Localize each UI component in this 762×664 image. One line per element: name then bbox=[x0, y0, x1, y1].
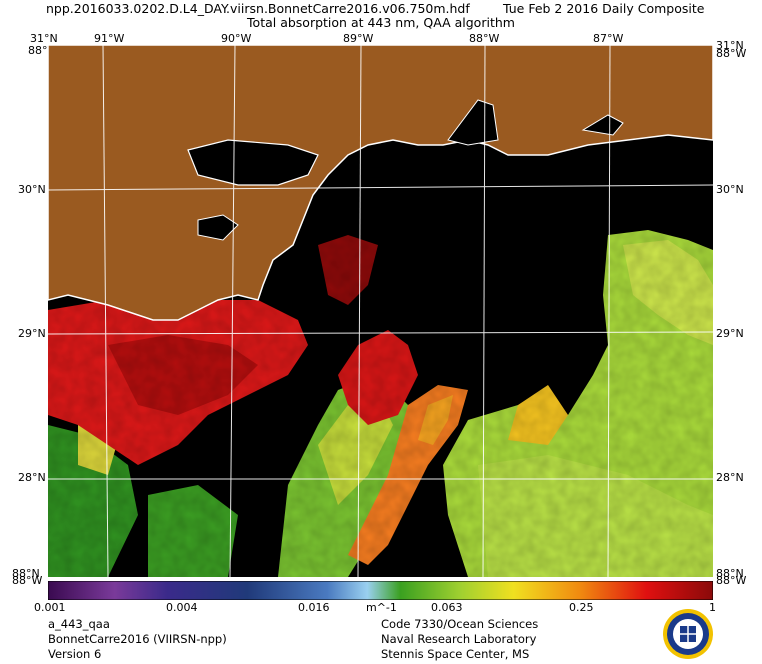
org-code: Code 7330/Ocean Sciences bbox=[381, 617, 539, 631]
land bbox=[48, 45, 713, 321]
colorbar-tick-0.001: 0.001 bbox=[34, 601, 66, 614]
colorbar-tick-0.063: 0.063 bbox=[431, 601, 463, 614]
org-location: Stennis Space Center, MS bbox=[381, 647, 530, 661]
colorbar-tick-0.016: 0.016 bbox=[298, 601, 330, 614]
org-name: Naval Research Laboratory bbox=[381, 632, 537, 646]
footer-right: Code 7330/Ocean Sciences Naval Research … bbox=[381, 617, 538, 662]
lon-label-89w: 89°W bbox=[343, 32, 374, 45]
version: Version 6 bbox=[48, 647, 102, 661]
lake-salvador bbox=[197, 214, 239, 241]
lon-label-90w: 90°W bbox=[221, 32, 252, 45]
region-sensor: BonnetCarre2016 (VIIRSN-npp) bbox=[48, 632, 227, 646]
lat-label-bottom-left: 88°N bbox=[12, 567, 40, 580]
lon-label-top-right: 88°W bbox=[716, 47, 747, 60]
lat-label-28n-left: 28°N bbox=[18, 471, 46, 484]
lon-label-bottom-right: 88°W bbox=[716, 574, 747, 587]
lake-pontchartrain bbox=[187, 139, 319, 186]
lon-label-bottom-left: 88°W bbox=[12, 574, 43, 587]
colorbar-tick-1: 1 bbox=[709, 601, 716, 614]
colorbar bbox=[48, 581, 713, 600]
lat-label-29n-left: 29°N bbox=[18, 327, 46, 340]
lat-label-29n-right: 29°N bbox=[716, 327, 744, 340]
filename-text: npp.2016033.0202.D.L4_DAY.viirsn.BonnetC… bbox=[46, 1, 470, 16]
lat-label-30n-left: 30°N bbox=[18, 183, 46, 196]
colorbar-tick-0.004: 0.004 bbox=[166, 601, 198, 614]
mobile-bay bbox=[447, 99, 499, 146]
date-text: Tue Feb 2 2016 Daily Composite bbox=[503, 1, 705, 16]
nrl-seal-icon bbox=[663, 609, 713, 659]
colorbar-units: m^-1 bbox=[366, 601, 397, 614]
product-title: Total absorption at 443 nm, QAA algorith… bbox=[247, 15, 515, 30]
pensacola-bay bbox=[581, 114, 624, 136]
lat-label-bottom-right: 88°N bbox=[716, 567, 744, 580]
lon-label-87w: 87°W bbox=[593, 32, 624, 45]
file-title: npp.2016033.0202.D.L4_DAY.viirsn.BonnetC… bbox=[46, 1, 704, 16]
lat-label-28n-right: 28°N bbox=[716, 471, 744, 484]
footer-left: a_443_qaa BonnetCarre2016 (VIIRSN-npp) V… bbox=[48, 617, 227, 662]
lat-label-top-right: 31°N bbox=[716, 39, 744, 52]
lat-label-30n-right: 30°N bbox=[716, 183, 744, 196]
graticule bbox=[48, 45, 713, 577]
colorbar-tick-0.25: 0.25 bbox=[569, 601, 594, 614]
lon-label-88w: 88°W bbox=[469, 32, 500, 45]
absorption-map[interactable] bbox=[48, 45, 713, 577]
product-code: a_443_qaa bbox=[48, 617, 110, 631]
lon-label-91w: 91°W bbox=[94, 32, 125, 45]
lat-label-top-left: 31°N bbox=[30, 32, 58, 45]
